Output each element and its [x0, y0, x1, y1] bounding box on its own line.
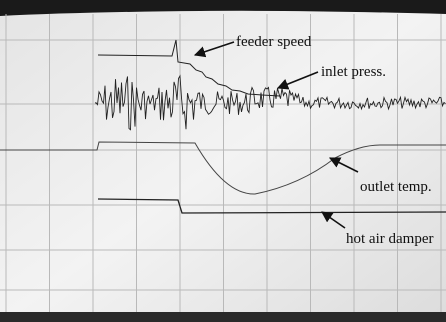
recorder-photo: feeder speed inlet press. outlet temp. h…: [0, 0, 446, 322]
label: inlet press.: [321, 64, 386, 80]
bottom-edge: [0, 312, 446, 322]
label: outlet temp.: [360, 179, 432, 195]
label: feeder speed: [236, 34, 312, 50]
page: {"labels": {"feeder_speed": "feeder spee…: [0, 0, 446, 322]
label: hot air damper: [346, 231, 433, 247]
